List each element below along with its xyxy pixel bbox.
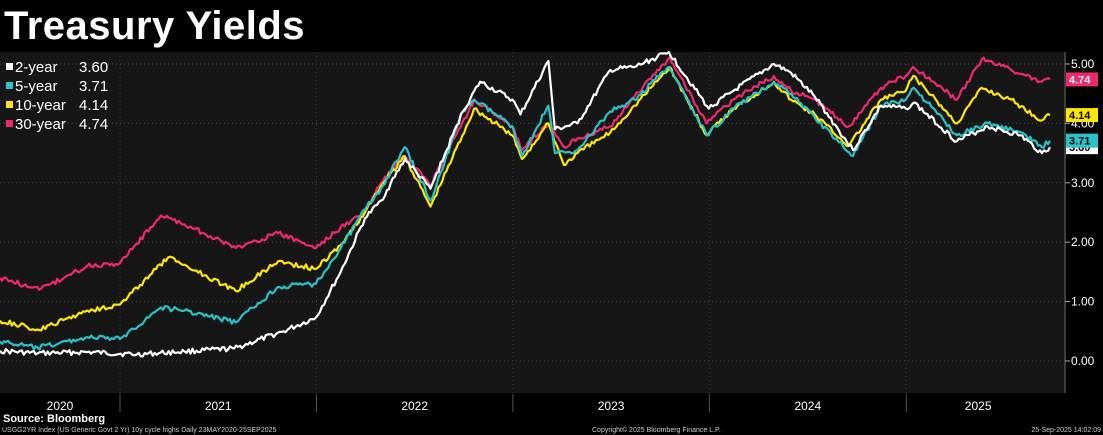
series-line-2-year bbox=[0, 51, 1051, 358]
legend-swatch-5-year bbox=[6, 82, 13, 89]
x-tick-label: 2023 bbox=[598, 399, 625, 413]
plot-background bbox=[0, 52, 1064, 393]
end-label-value-5-year: 3.71 bbox=[1069, 136, 1090, 148]
y-tick-label: 1.00 bbox=[1071, 295, 1095, 309]
end-labels: 3.603.714.144.74 bbox=[1066, 72, 1098, 155]
legend-series-name: 2-year bbox=[15, 59, 58, 76]
x-axis: 2020 2021 2022 2023 2024 2025 bbox=[0, 393, 1064, 413]
end-label-box-30-year bbox=[1066, 72, 1098, 87]
y-tick-label: 3.00 bbox=[1071, 176, 1095, 190]
x-tick-label: 2020 bbox=[47, 399, 74, 413]
x-tick-label: 2025 bbox=[965, 399, 992, 413]
legend-series-value: 4.14 bbox=[79, 97, 108, 114]
chart-title: Treasury Yields bbox=[4, 4, 306, 48]
x-tick-label: 2024 bbox=[794, 399, 821, 413]
y-tick-label: 0.00 bbox=[1071, 354, 1095, 368]
legend-series-name: 10-year bbox=[15, 97, 66, 114]
end-label-value-30-year: 4.74 bbox=[1069, 74, 1091, 86]
series-lines bbox=[0, 51, 1051, 358]
footer-timestamp: 25-Sep-2025 14:02:09 bbox=[1031, 427, 1101, 434]
x-tick-label: 2021 bbox=[205, 399, 232, 413]
footer-bar: USGG2YR Index (US Generic Govt 2 Yr) 10y… bbox=[0, 427, 1103, 435]
legend-series-name: 30-year bbox=[15, 116, 66, 133]
legend-series-name: 5-year bbox=[15, 78, 58, 95]
legend-swatch-30-year bbox=[6, 120, 13, 127]
legend-series-value: 3.71 bbox=[79, 78, 108, 95]
x-tick-label: 2022 bbox=[401, 399, 428, 413]
series-line-30-year bbox=[0, 56, 1051, 291]
end-label-box-10-year bbox=[1066, 108, 1098, 123]
legend: 2-year 3.60 5-year 3.71 10-year 4.14 30-year 4.… bbox=[6, 59, 108, 133]
x-axis-band bbox=[0, 393, 1064, 413]
legend-swatch-2-year bbox=[6, 63, 13, 70]
footer-left-text: USGG2YR Index (US Generic Govt 2 Yr) 10y… bbox=[2, 427, 277, 434]
y-tick-label: 2.00 bbox=[1071, 235, 1095, 249]
legend-swatch-10-year bbox=[6, 101, 13, 108]
series-line-5-year bbox=[0, 65, 1051, 351]
footer-copyright: Copyright© 2025 Bloomberg Finance L.P. bbox=[592, 427, 721, 434]
legend-series-value: 3.60 bbox=[79, 59, 108, 76]
end-label-box-5-year bbox=[1066, 133, 1098, 148]
end-label-value-10-year: 4.14 bbox=[1069, 110, 1091, 122]
y-tick-label: 5.00 bbox=[1071, 57, 1095, 71]
series-line-10-year bbox=[0, 65, 1051, 332]
source-note: Source: Bloomberg bbox=[3, 413, 106, 425]
y-axis: 0.001.002.003.004.005.00 bbox=[1065, 57, 1095, 368]
legend-series-value: 4.74 bbox=[79, 116, 108, 133]
